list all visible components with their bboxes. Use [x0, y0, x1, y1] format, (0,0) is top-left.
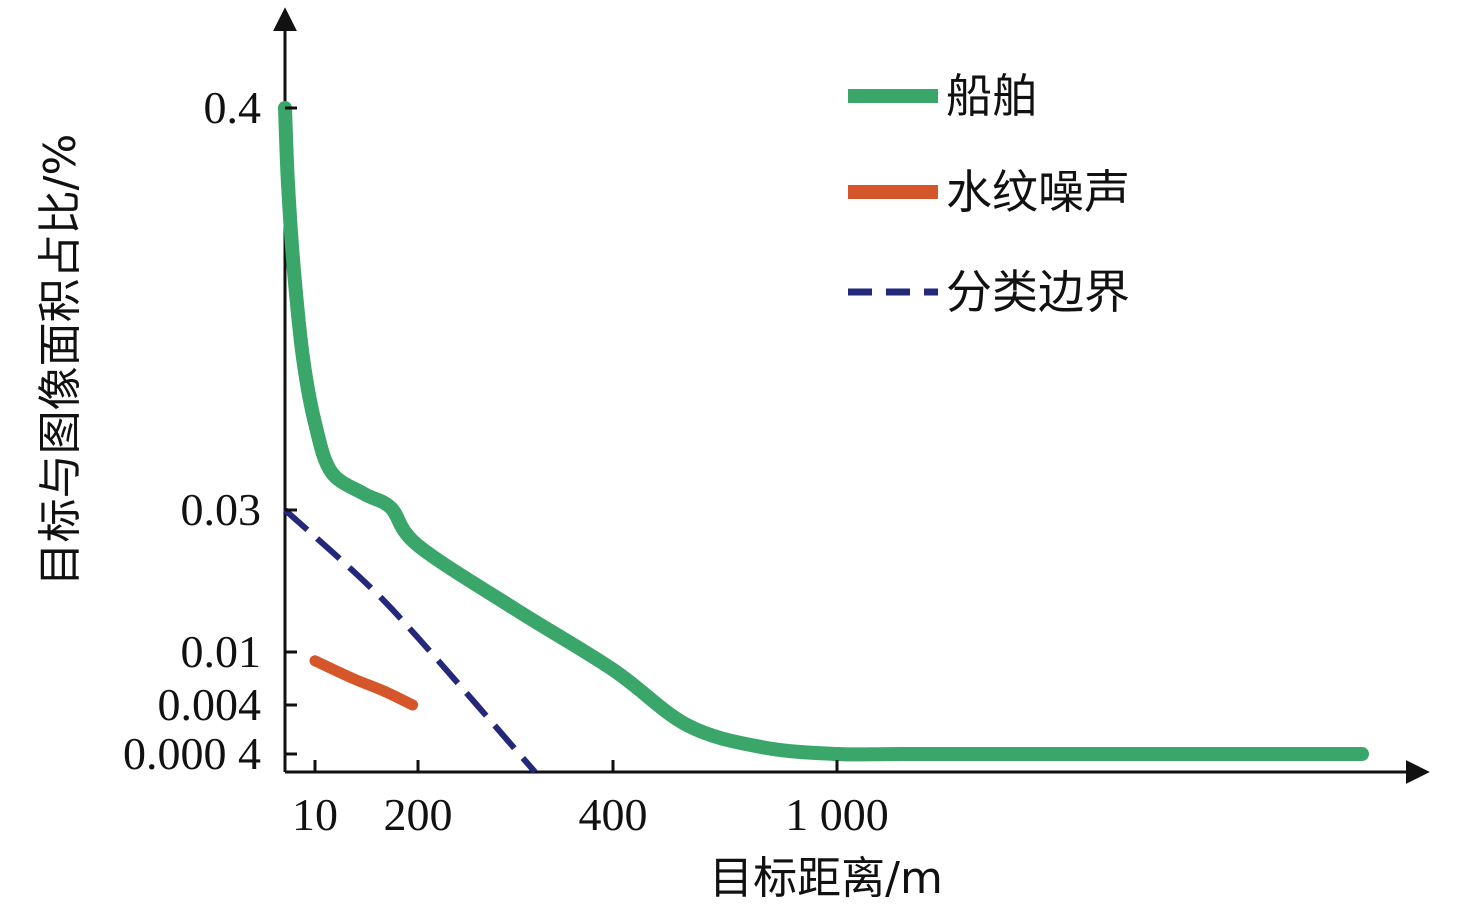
- plot-area: [278, 101, 1369, 774]
- y-axis-title: 目标与图像面积占比/%: [35, 134, 86, 587]
- y-tick-label: 0.4: [204, 82, 262, 133]
- x-tick-label: 200: [384, 789, 453, 840]
- series-line-2: [309, 655, 419, 711]
- legend-label-3: 分类边界: [946, 265, 1130, 319]
- y-tick-label: 0.01: [181, 626, 262, 677]
- x-tick-label: 1 000: [785, 789, 889, 840]
- y-tick-label: 0.004: [158, 679, 262, 730]
- x-tick-label: 10: [292, 789, 338, 840]
- legend-label-2: 水纹噪声: [946, 165, 1130, 219]
- axes: [273, 7, 1430, 784]
- series-line-1: [278, 101, 1369, 762]
- y-tick-label: 0.000 4: [123, 728, 261, 779]
- y-tick-label: 0.03: [181, 484, 262, 535]
- legend-label-1: 船舶: [946, 69, 1038, 123]
- x-axis-title: 目标距离/m: [709, 853, 943, 904]
- x-tick-label: 400: [579, 789, 648, 840]
- series-line-3: [282, 507, 538, 774]
